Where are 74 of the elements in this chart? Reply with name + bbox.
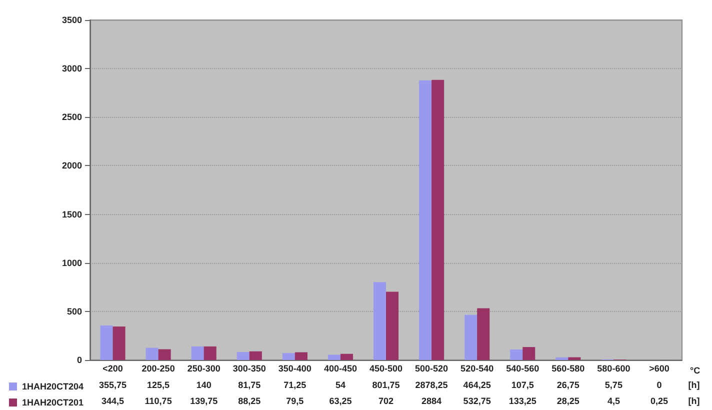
- data-label: 344,5: [102, 396, 124, 406]
- bar: [568, 357, 581, 360]
- data-label: 81,75: [238, 380, 261, 390]
- y-tick-label: 2500: [62, 112, 82, 122]
- bar: [236, 352, 250, 360]
- y-tick-label: 2000: [62, 160, 82, 171]
- bar: [249, 351, 262, 360]
- bar: [112, 326, 126, 360]
- x-tick-label: 500-520: [415, 364, 448, 374]
- x-tick-label: 400-450: [324, 364, 357, 374]
- bar: [204, 346, 216, 360]
- data-label: 801,75: [372, 380, 400, 390]
- data-label: 107,5: [511, 380, 534, 390]
- x-tick-label: 250-300: [187, 364, 220, 374]
- bar: [464, 314, 478, 360]
- data-label: 26,75: [556, 380, 580, 390]
- data-label: 4,5: [607, 396, 620, 406]
- bar: [191, 346, 204, 360]
- data-label: 54: [335, 380, 346, 390]
- x-tick-label: 300-350: [232, 364, 266, 374]
- x-tick-label: <200: [102, 364, 123, 374]
- data-label: 125,5: [147, 380, 170, 390]
- x-tick-label: 580-600: [597, 364, 630, 374]
- x-tick-label: 520-540: [460, 364, 494, 374]
- x-tick-label: 540-560: [506, 364, 540, 374]
- data-label: 140: [196, 380, 212, 390]
- x-tick-label: 350-400: [278, 364, 312, 374]
- data-label: 71,25: [284, 380, 306, 390]
- data-label: 2878,25: [415, 380, 448, 390]
- y-tick-label: 3500: [62, 15, 82, 25]
- legend-label: 1HAH20CT201: [22, 398, 84, 408]
- data-label: 464,25: [463, 380, 491, 390]
- data-label: 88,25: [238, 396, 261, 406]
- data-label: 63,25: [329, 396, 352, 406]
- text: [h]: [688, 380, 700, 390]
- bar: [510, 350, 523, 360]
- data-label: 110,75: [144, 396, 172, 406]
- bar: [100, 325, 113, 360]
- data-label: 133,25: [508, 396, 536, 406]
- bar: [556, 357, 568, 360]
- bar: [158, 349, 171, 360]
- bar: [282, 353, 295, 360]
- data-label: 702: [378, 396, 394, 406]
- bar: [432, 80, 444, 360]
- bar: [477, 308, 490, 360]
- bar: [419, 80, 432, 360]
- text: [h]: [688, 396, 700, 406]
- y-tick-label: 3000: [62, 64, 82, 74]
- data-label: 0: [656, 380, 662, 390]
- bar: [522, 347, 536, 360]
- x-tick-label: 200-250: [142, 364, 175, 374]
- data-label: 0,25: [650, 396, 668, 406]
- bar: [294, 352, 308, 360]
- y-tick-label: 500: [66, 306, 82, 316]
- data-label: 5,75: [604, 380, 622, 390]
- bar: [373, 282, 386, 360]
- x-tick-label: >600: [649, 364, 670, 374]
- data-label: 2884: [422, 396, 442, 406]
- y-tick-label: 1500: [62, 209, 82, 220]
- data-label: 28,25: [556, 396, 580, 406]
- x-tick-label: 450-500: [369, 364, 403, 374]
- data-label: 355,75: [99, 380, 127, 390]
- x-axis-title: °C: [690, 366, 701, 376]
- y-tick-label: 0: [76, 355, 82, 365]
- legend-label: 1HAH20CT204: [22, 382, 84, 392]
- data-label: 532,75: [463, 396, 491, 406]
- bar: [146, 348, 158, 360]
- x-tick-label: 560-580: [552, 364, 585, 374]
- y-tick-label: 1000: [62, 258, 82, 268]
- bar: [328, 354, 340, 360]
- bar: [386, 292, 399, 360]
- data-label: 79,5: [286, 396, 304, 406]
- bar: [340, 354, 353, 360]
- data-label: 139,75: [190, 396, 218, 406]
